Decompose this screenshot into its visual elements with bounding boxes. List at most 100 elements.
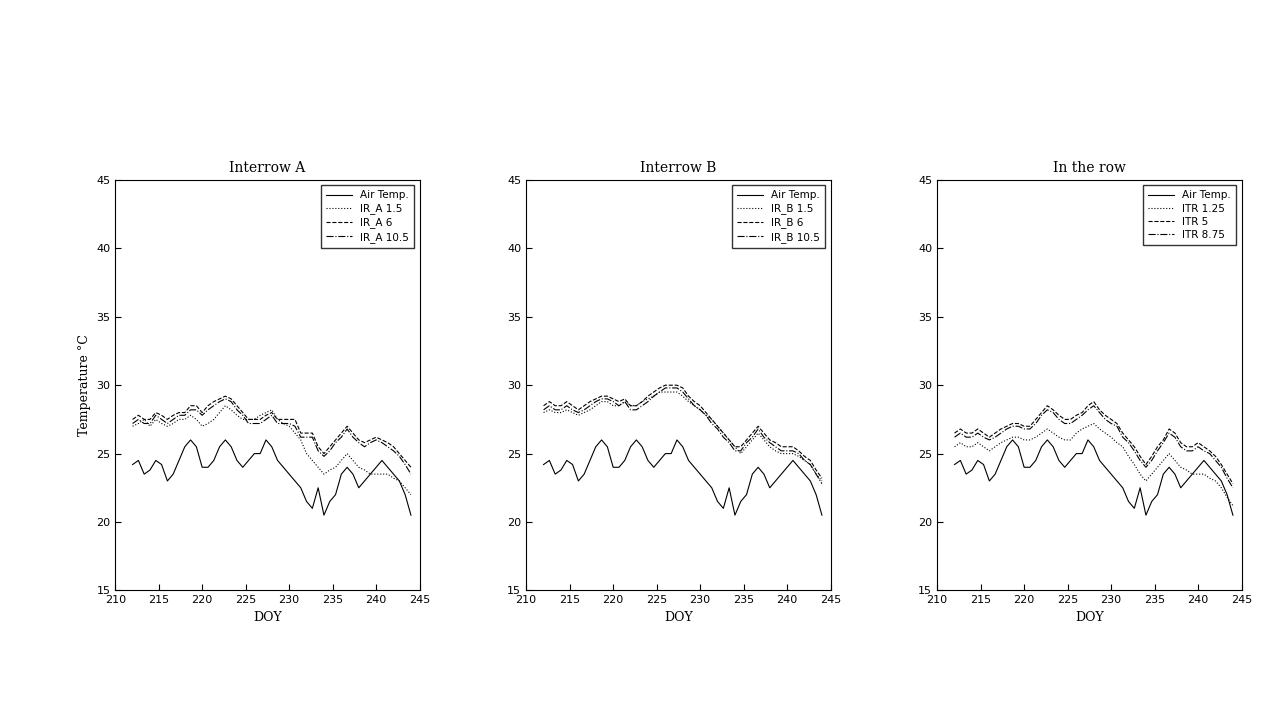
IR_B 1.5: [658, 387, 673, 396]
Air Temp.: [1069, 449, 1084, 458]
IR_B 10.5: [646, 392, 662, 400]
IR_B 10.5: [780, 446, 795, 455]
ITR 1.25: [1098, 429, 1114, 438]
Air Temp.: [686, 463, 701, 472]
Air Temp.: [809, 490, 824, 499]
Line: IR_A 10.5: IR_A 10.5: [133, 399, 411, 474]
IR_A 10.5: [229, 405, 244, 414]
ITR 8.75: [1144, 456, 1160, 465]
IR_A 6: [142, 415, 157, 423]
IR_A 1.5: [339, 449, 355, 458]
Line: IR_A 6: IR_A 6: [133, 396, 411, 467]
ITR 1.25: [982, 446, 997, 455]
ITR 1.25: [1225, 501, 1240, 510]
IR_A 10.5: [380, 442, 396, 451]
IR_A 10.5: [293, 433, 308, 441]
Air Temp.: [218, 436, 233, 444]
ITR 8.75: [947, 433, 963, 441]
ITR 8.75: [1110, 422, 1125, 431]
IR_A 10.5: [200, 405, 215, 414]
IR_B 10.5: [704, 419, 719, 428]
Air Temp.: [658, 449, 673, 458]
Air Temp.: [1197, 456, 1212, 465]
Air Temp.: [137, 470, 152, 479]
IR_A 1.5: [188, 415, 204, 423]
IR_A 1.5: [137, 415, 152, 423]
Air Temp.: [287, 477, 302, 485]
IR_A 10.5: [334, 433, 349, 441]
IR_A 6: [380, 438, 396, 447]
ITR 8.75: [982, 436, 997, 444]
ITR 5: [1197, 442, 1212, 451]
IR_B 10.5: [797, 456, 813, 465]
IR_A 1.5: [316, 470, 332, 479]
ITR 5: [1225, 480, 1240, 488]
Air Temp.: [548, 470, 563, 479]
IR_B 1.5: [559, 405, 575, 414]
Air Temp.: [1098, 463, 1114, 472]
IR_B 6: [733, 442, 749, 451]
IR_B 6: [617, 395, 632, 403]
IR_A 1.5: [160, 422, 175, 431]
IR_B 1.5: [571, 411, 586, 420]
ITR 1.25: [1023, 436, 1038, 444]
Air Temp.: [1085, 442, 1101, 451]
IR_B 10.5: [750, 425, 765, 433]
Air Temp.: [293, 484, 308, 492]
IR_B 10.5: [652, 387, 667, 396]
Air Temp.: [1000, 442, 1015, 451]
IR_A 6: [339, 422, 355, 431]
IR_A 6: [351, 436, 366, 444]
IR_B 1.5: [727, 442, 742, 451]
Air Temp.: [334, 470, 349, 479]
IR_B 1.5: [669, 387, 685, 396]
IR_A 6: [125, 415, 141, 423]
Air Temp.: [403, 511, 419, 520]
IR_A 6: [236, 408, 251, 417]
IR_B 1.5: [564, 408, 580, 417]
Air Temp.: [252, 449, 268, 458]
IR_A 6: [183, 402, 198, 410]
Air Temp.: [773, 470, 788, 479]
IR_B 1.5: [809, 470, 824, 479]
Air Temp.: [733, 498, 749, 506]
ITR 8.75: [1005, 422, 1020, 431]
ITR 1.25: [1156, 456, 1171, 465]
IR_A 6: [200, 402, 215, 410]
IR_A 1.5: [311, 463, 326, 472]
ITR 5: [1172, 438, 1188, 447]
IR_A 10.5: [241, 419, 256, 428]
ITR 8.75: [1046, 408, 1061, 417]
IR_A 10.5: [275, 419, 291, 428]
Air Temp.: [646, 463, 662, 472]
ITR 1.25: [975, 442, 991, 451]
IR_B 10.5: [623, 405, 639, 414]
Air Temp.: [1167, 470, 1183, 479]
ITR 1.25: [1202, 474, 1217, 482]
Air Temp.: [160, 477, 175, 485]
Air Temp.: [1161, 463, 1176, 472]
Air Temp.: [1057, 463, 1073, 472]
ITR 5: [1005, 419, 1020, 428]
IR_B 1.5: [814, 477, 829, 485]
Air Temp.: [553, 466, 568, 474]
ITR 8.75: [1000, 425, 1015, 433]
ITR 1.25: [964, 442, 979, 451]
ITR 5: [1023, 422, 1038, 431]
IR_A 10.5: [298, 433, 314, 441]
IR_B 1.5: [681, 397, 696, 406]
Air Temp.: [628, 436, 644, 444]
Air Temp.: [791, 463, 806, 472]
IR_B 10.5: [576, 405, 591, 414]
IR_B 10.5: [588, 397, 603, 406]
IR_A 10.5: [218, 395, 233, 403]
ITR 1.25: [1028, 433, 1043, 441]
Air Temp.: [1179, 477, 1194, 485]
IR_B 6: [675, 384, 690, 392]
Y-axis label: Temperature °C: Temperature °C: [78, 334, 91, 436]
IR_A 10.5: [398, 460, 413, 469]
IR_B 6: [727, 442, 742, 451]
IR_B 10.5: [617, 397, 632, 406]
ITR 5: [982, 433, 997, 441]
ITR 1.25: [1197, 470, 1212, 479]
